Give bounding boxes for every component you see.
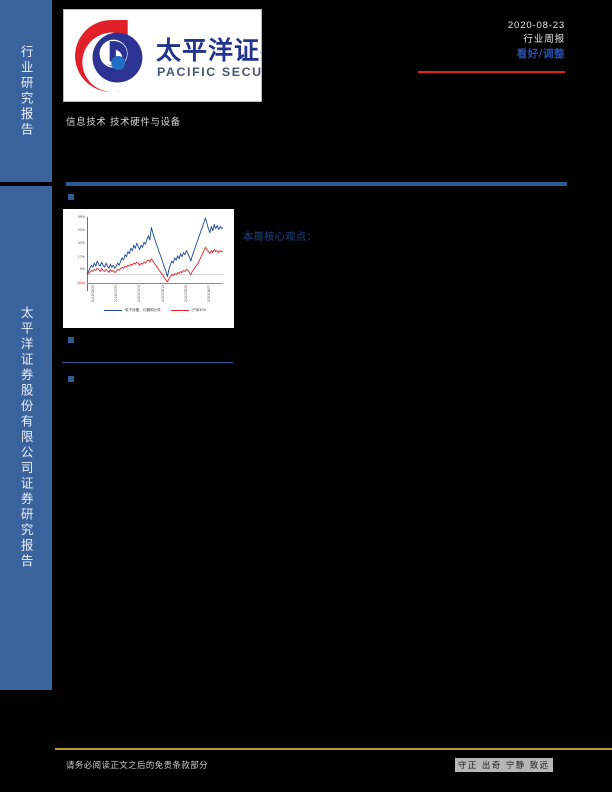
- header-meta-block: 2020-08-23 行业周报 看好/调整: [335, 19, 565, 62]
- chart-y-axis: [87, 217, 88, 291]
- bullet-marker-2: [68, 337, 74, 343]
- footer-slogan: 守正 出奇 宁静 致远: [455, 758, 553, 772]
- report-type: 行业周报: [523, 34, 565, 45]
- bullet-marker-1: [68, 194, 74, 200]
- chart-x-tick: 2019/08/23: [91, 285, 95, 302]
- company-logo-box: 太平洋证券 PACIFIC SECURITIES: [63, 9, 262, 102]
- chart-x-tick: 2020/05/29: [183, 285, 188, 302]
- footer-gold-rule: [55, 748, 612, 750]
- thin-divider-rule: [62, 362, 233, 363]
- sidebar-main-label: 太平洋证券股份有限公司证券研究报告: [18, 306, 34, 570]
- left-sidebar: 行业研究报告 太平洋证券股份有限公司证券研究报告: [0, 0, 52, 792]
- chart-y-tick: 43%: [77, 227, 85, 232]
- legend-label: 沪深300: [191, 308, 206, 312]
- chart-y-tick: 17%: [77, 254, 85, 259]
- chart-line-电子设备、仪器和元件: [86, 217, 224, 278]
- chart-x-tick: 2020/01/03: [137, 285, 142, 302]
- chart-y-tick: (8%): [77, 281, 85, 285]
- legend-label: 电子设备、仪器和元件: [125, 308, 161, 312]
- sector-breadcrumb: 信息技术 技术硬件与设备: [66, 117, 181, 128]
- report-date: 2020-08-23: [507, 20, 565, 31]
- core-view-heading: 本周核心观点：: [243, 232, 318, 243]
- sidebar-top-label: 行业研究报告: [18, 44, 34, 138]
- legend-swatch: [170, 309, 189, 312]
- performance-chart: 55% 43% 30% 17% 5% (8%) 2019/08/23 2019/10/25 2…: [63, 209, 234, 328]
- logo-english-name: PACIFIC SECURITIES: [157, 65, 262, 79]
- chart-x-tick: 2019/10/25: [114, 285, 119, 302]
- rating-badge: 看好/调整: [516, 48, 565, 60]
- chart-legend-item: 沪深300: [170, 308, 206, 313]
- chart-plot-area: [86, 217, 224, 283]
- footer-disclaimer: 请务必阅读正文之后的免责条款部分: [66, 760, 208, 770]
- chart-y-tick: 55%: [77, 215, 85, 219]
- chart-y-tick: 30%: [77, 241, 85, 246]
- chart-x-axis: [87, 283, 223, 284]
- chart-legend: 电子设备、仪器和元件 沪深300: [85, 308, 225, 313]
- sidebar-band-main: 太平洋证券股份有限公司证券研究报告: [0, 186, 52, 690]
- chart-series-svg: [86, 217, 224, 283]
- chart-x-tick: 2020/08/07: [207, 285, 212, 302]
- logo-chinese-name: 太平洋证券: [156, 36, 261, 65]
- chart-legend-item: 电子设备、仪器和元件: [104, 308, 161, 313]
- chart-line-沪深300: [86, 246, 223, 283]
- section-divider-bar: [66, 182, 567, 186]
- header-red-rule: [418, 71, 565, 74]
- pacific-securities-logo-icon: [75, 20, 143, 92]
- bullet-marker-3: [68, 376, 74, 382]
- chart-y-tick: 5%: [79, 267, 85, 272]
- legend-swatch: [104, 309, 122, 312]
- sidebar-band-top: 行业研究报告: [0, 0, 52, 182]
- chart-x-tick: 2020/03/13: [160, 285, 165, 302]
